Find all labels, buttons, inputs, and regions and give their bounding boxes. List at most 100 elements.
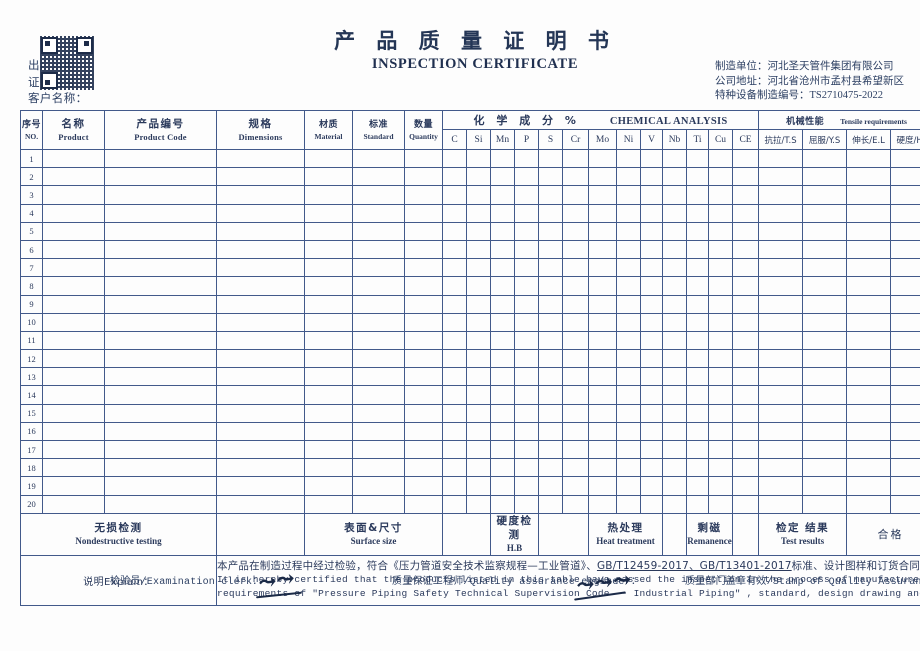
table-cell <box>588 276 617 296</box>
table-cell <box>731 276 760 296</box>
table-cell <box>442 167 467 187</box>
row-number-cell: 6 <box>20 239 43 260</box>
table-cell <box>616 203 641 223</box>
table-cell <box>686 203 709 223</box>
table-cell <box>42 349 105 369</box>
table-cell <box>686 439 709 460</box>
table-cell <box>890 312 920 332</box>
table-cell <box>662 185 687 205</box>
table-cell <box>514 203 539 223</box>
table-cell <box>616 349 641 369</box>
table-cell <box>304 439 353 460</box>
table-cell <box>802 349 848 369</box>
table-cell <box>514 349 539 369</box>
table-cell <box>758 349 804 369</box>
row-number-cell: 12 <box>20 349 43 369</box>
table-cell <box>352 276 405 296</box>
table-cell <box>404 421 443 442</box>
table-cell <box>686 239 709 260</box>
table-cell <box>758 239 804 260</box>
table-cell <box>758 312 804 332</box>
table-cell <box>708 221 733 241</box>
table-cell <box>758 185 804 205</box>
table-cell <box>442 385 467 405</box>
table-cell <box>640 494 663 514</box>
table-cell <box>466 476 491 496</box>
table-cell <box>404 294 443 314</box>
row-number-cell: 13 <box>20 367 43 387</box>
table-cell <box>304 476 353 496</box>
table-cell <box>686 258 709 278</box>
table-cell <box>352 239 405 260</box>
table-cell <box>731 494 760 514</box>
inspection-table: 序号 NO. 名称 Product 产品编号 Product Code 规格 D… <box>20 110 920 606</box>
summary-test-results: 检定 结果 Test results <box>758 512 848 556</box>
table-cell <box>442 458 467 478</box>
table-cell <box>616 458 641 478</box>
table-cell <box>588 494 617 514</box>
table-cell <box>466 221 491 241</box>
page-title-en: INSPECTION CERTIFICATE <box>371 56 579 72</box>
table-cell <box>640 403 663 423</box>
table-group-header-row: 序号 NO. 名称 Product 产品编号 Product Code 规格 D… <box>20 110 920 150</box>
table-cell <box>708 276 733 296</box>
table-cell <box>731 458 760 478</box>
table-cell <box>846 385 892 405</box>
table-cell <box>890 439 920 460</box>
table-cell <box>731 258 760 278</box>
table-cell <box>42 312 105 332</box>
table-cell <box>490 403 515 423</box>
table-cell <box>538 148 563 169</box>
table-cell <box>562 185 589 205</box>
table-cell <box>490 239 515 260</box>
row-number-cell: 2 <box>20 167 43 187</box>
table-cell <box>104 367 217 387</box>
table-cell <box>708 476 733 496</box>
table-cell <box>490 349 515 369</box>
table-cell <box>731 294 760 314</box>
table-cell <box>404 276 443 296</box>
table-cell <box>662 203 687 223</box>
table-cell <box>890 367 920 387</box>
table-cell <box>352 330 405 351</box>
table-cell <box>731 330 760 351</box>
table-cell <box>216 367 305 387</box>
row-number-cell: 4 <box>20 203 43 223</box>
summary-row: 无损检测 Nondestructive testing 表面&尺寸 Surfac… <box>20 512 920 556</box>
table-cell <box>708 330 733 351</box>
table-cell <box>304 385 353 405</box>
table-cell <box>352 385 405 405</box>
table-cell <box>708 312 733 332</box>
table-row: 9 <box>20 294 920 314</box>
table-cell <box>404 385 443 405</box>
table-row: 1 <box>20 148 920 169</box>
table-cell <box>562 349 589 369</box>
table-cell <box>890 221 920 241</box>
table-row: 14 <box>20 385 920 405</box>
table-cell <box>758 367 804 387</box>
table-cell <box>216 239 305 260</box>
col-header-element-p: P <box>514 129 539 150</box>
table-cell <box>890 167 920 187</box>
table-cell <box>708 203 733 223</box>
table-cell <box>802 421 848 442</box>
row-number-cell: 3 <box>20 185 43 205</box>
table-cell <box>758 421 804 442</box>
table-cell <box>846 258 892 278</box>
summary-hardness-value <box>538 512 589 556</box>
table-subheader-row: C Si Mn P S Cr Mo Ni V Nb Ti Cu CE 抗拉/T.… <box>21 129 920 150</box>
table-cell <box>490 330 515 351</box>
table-row: 3 <box>20 185 920 205</box>
table-cell <box>404 349 443 369</box>
table-cell <box>514 221 539 241</box>
table-cell <box>514 403 539 423</box>
table-body: 1 2 3 4 5 6 7 8 9 10 11 12 13 14 15 16 17 18 19 20 <box>20 148 920 514</box>
table-row: 20 <box>20 494 920 514</box>
table-cell <box>616 294 641 314</box>
table-row: 8 <box>20 276 920 296</box>
table-cell <box>588 258 617 278</box>
table-cell <box>42 258 105 278</box>
table-cell <box>640 221 663 241</box>
table-cell <box>104 239 217 260</box>
table-cell <box>731 239 760 260</box>
